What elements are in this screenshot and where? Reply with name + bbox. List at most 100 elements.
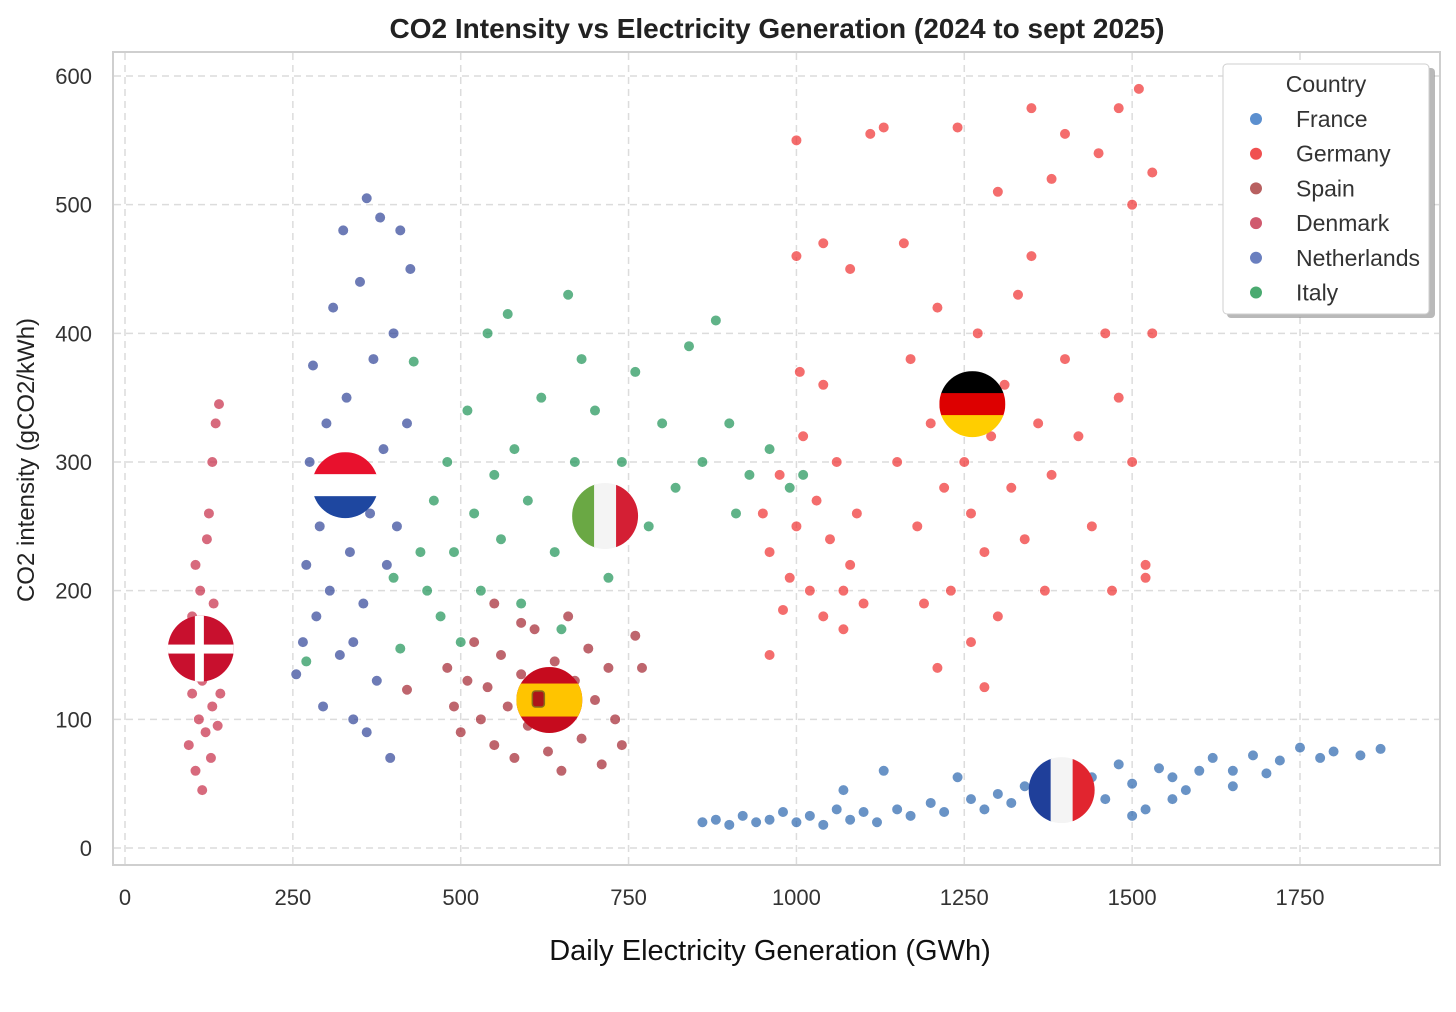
data-point bbox=[303, 456, 316, 468]
data-point bbox=[696, 816, 709, 829]
data-point bbox=[844, 813, 857, 826]
flag-markers bbox=[167, 371, 1095, 824]
y-tick-label: 500 bbox=[55, 193, 92, 218]
data-point bbox=[488, 597, 501, 610]
data-point bbox=[629, 629, 642, 642]
data-point bbox=[602, 571, 615, 584]
data-point bbox=[830, 456, 843, 468]
data-point bbox=[763, 649, 776, 661]
data-point bbox=[803, 809, 816, 822]
data-point bbox=[337, 224, 350, 237]
flag-spain-icon bbox=[516, 667, 583, 734]
data-point bbox=[343, 546, 356, 559]
data-point bbox=[790, 816, 803, 829]
data-point bbox=[481, 327, 494, 340]
data-point bbox=[991, 787, 1004, 800]
data-point bbox=[1166, 793, 1179, 806]
data-point bbox=[636, 661, 648, 674]
flag-stripe bbox=[516, 683, 583, 717]
data-point bbox=[1327, 745, 1340, 758]
data-point bbox=[394, 224, 407, 237]
data-point bbox=[1139, 803, 1152, 816]
data-point bbox=[575, 732, 588, 745]
legend-label-italy: Italy bbox=[1296, 280, 1339, 306]
data-point bbox=[357, 597, 370, 610]
data-point bbox=[837, 584, 850, 597]
data-point bbox=[562, 610, 575, 623]
data-point bbox=[461, 404, 474, 417]
data-point bbox=[877, 764, 890, 777]
data-point bbox=[582, 642, 595, 655]
data-point bbox=[495, 649, 507, 661]
flag-coat-of-arms bbox=[531, 690, 546, 708]
series-spain bbox=[401, 597, 648, 777]
y-tick-label: 0 bbox=[80, 836, 92, 861]
data-point bbox=[401, 417, 413, 430]
data-point bbox=[1294, 741, 1306, 754]
data-point bbox=[978, 546, 991, 559]
data-point bbox=[508, 751, 521, 764]
flag-stripe bbox=[939, 393, 1006, 417]
data-point bbox=[488, 739, 501, 752]
data-point bbox=[1260, 767, 1273, 780]
data-point bbox=[189, 558, 202, 571]
data-point bbox=[1106, 584, 1118, 597]
data-point bbox=[857, 805, 870, 818]
data-point bbox=[958, 456, 971, 468]
data-point bbox=[407, 355, 420, 368]
data-point bbox=[488, 468, 501, 481]
data-point bbox=[931, 661, 944, 674]
data-point bbox=[891, 456, 904, 468]
y-tick-label: 400 bbox=[55, 321, 92, 346]
data-point bbox=[1099, 793, 1112, 806]
data-point bbox=[723, 417, 736, 430]
data-point bbox=[327, 301, 340, 314]
data-point bbox=[1226, 764, 1239, 777]
x-tick-label: 1250 bbox=[940, 885, 989, 910]
data-point bbox=[951, 121, 964, 134]
data-point bbox=[790, 134, 803, 147]
data-point bbox=[1314, 751, 1327, 764]
data-point bbox=[602, 661, 615, 674]
data-point bbox=[211, 719, 224, 732]
data-point bbox=[300, 558, 313, 571]
flag-stripe bbox=[312, 496, 379, 519]
data-point bbox=[320, 417, 333, 430]
data-point bbox=[1179, 784, 1192, 797]
data-point bbox=[1018, 533, 1031, 546]
data-point bbox=[377, 443, 390, 456]
data-point bbox=[709, 314, 722, 327]
data-point bbox=[871, 816, 883, 829]
data-point bbox=[521, 494, 534, 507]
data-point bbox=[1139, 558, 1152, 571]
data-point bbox=[1146, 166, 1159, 179]
data-point bbox=[207, 597, 220, 610]
data-point bbox=[568, 456, 581, 468]
data-point bbox=[797, 430, 810, 443]
data-point bbox=[790, 250, 803, 263]
data-point bbox=[1032, 417, 1045, 430]
data-point bbox=[515, 668, 528, 681]
flag-stripe bbox=[312, 474, 379, 498]
legend-label-germany: Germany bbox=[1296, 141, 1391, 167]
data-point bbox=[213, 398, 225, 411]
y-tick-label: 100 bbox=[55, 707, 92, 732]
data-point bbox=[709, 813, 722, 826]
data-point bbox=[1374, 742, 1387, 755]
data-point bbox=[1153, 762, 1165, 775]
data-point bbox=[844, 263, 857, 275]
data-point bbox=[763, 546, 776, 559]
y-axis-label: CO2 intensity (gCO2/kWh) bbox=[13, 318, 40, 602]
data-point bbox=[200, 533, 213, 546]
data-point bbox=[367, 353, 380, 366]
data-point bbox=[313, 520, 326, 533]
data-point bbox=[528, 623, 541, 636]
data-point bbox=[347, 636, 360, 649]
legend-marker-germany bbox=[1250, 147, 1262, 160]
x-axis-label: Daily Electricity Generation (GWh) bbox=[549, 935, 991, 967]
data-point bbox=[897, 237, 910, 250]
data-point bbox=[1025, 250, 1038, 263]
series-france bbox=[696, 741, 1387, 831]
flag-germany-icon bbox=[939, 371, 1006, 438]
data-point bbox=[629, 365, 642, 378]
